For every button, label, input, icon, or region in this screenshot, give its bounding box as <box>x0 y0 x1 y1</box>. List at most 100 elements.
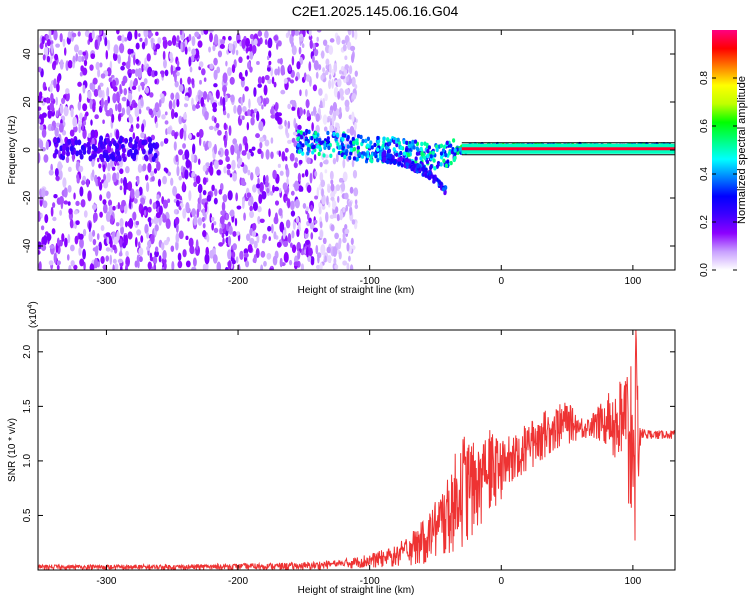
heatmap-cell <box>153 143 158 150</box>
heatmap-cell <box>279 221 285 233</box>
heatmap-cell <box>50 92 54 102</box>
heatmap-cell <box>397 157 401 162</box>
heatmap-cell <box>316 187 319 198</box>
heatmap-cell <box>97 36 101 47</box>
heatmap-cell <box>355 141 359 146</box>
heatmap-cell <box>127 181 133 192</box>
heatmap-cell <box>217 129 222 136</box>
heatmap-cell <box>194 31 200 38</box>
colorbar-ticks: 0.0 0.2 0.4 0.6 0.8 <box>699 71 737 277</box>
heatmap-cell <box>332 131 336 137</box>
heatmap-cell <box>253 87 257 97</box>
heatmap-cell <box>121 96 127 102</box>
heatmap-cell <box>96 147 101 154</box>
heatmap-cell <box>313 49 319 57</box>
snr-frame <box>37 329 676 571</box>
heatmap-cell <box>291 230 295 239</box>
heatmap-cell <box>287 232 292 244</box>
heatmap-cell <box>336 133 340 138</box>
heatmap-cell <box>67 233 71 244</box>
heatmap-cell <box>327 255 332 263</box>
heatmap-cell <box>133 198 138 204</box>
heatmap-cell <box>117 258 123 264</box>
heatmap-cell <box>220 210 224 216</box>
heatmap-cell <box>426 153 430 159</box>
heatmap-cell <box>337 195 340 203</box>
heatmap-cell <box>128 142 133 149</box>
heatmap-cell <box>49 83 53 93</box>
heatmap-cell <box>188 56 192 67</box>
heatmap-cell <box>174 216 180 225</box>
heatmap-cell <box>219 182 224 192</box>
heatmap-cell <box>109 132 113 138</box>
heatmap-cell <box>228 225 233 235</box>
heatmap-cell <box>120 65 125 71</box>
snr-panel: -300 -200 -100 0 100 0.5 1.0 1.5 2.0 Height of … <box>7 301 676 596</box>
heatmap-cell <box>229 209 235 217</box>
heatmap-cell <box>191 135 196 140</box>
heatmap-cell <box>209 32 213 43</box>
heatmap-cell <box>109 215 114 225</box>
heatmap-cell <box>310 232 314 240</box>
heatmap-cell <box>387 148 392 154</box>
heatmap-cell <box>236 231 240 236</box>
heatmap-cell <box>330 183 335 192</box>
heatmap-cell <box>241 198 245 209</box>
heatmap-cell <box>213 34 219 46</box>
heatmap-cell <box>322 97 326 109</box>
heatmap-cell <box>296 61 301 70</box>
heatmap-cell <box>346 135 350 140</box>
heatmap-cell <box>341 146 345 151</box>
heatmap-cell <box>69 219 74 229</box>
heatmap-cell <box>413 139 418 144</box>
heatmap-cell <box>155 121 159 129</box>
heatmap-cell <box>344 142 349 151</box>
heatmap-cell <box>46 233 52 242</box>
heatmap-cell <box>102 152 107 159</box>
heatmap-cell <box>158 99 162 108</box>
heatmap-cell <box>272 169 277 180</box>
heatmap-cell <box>352 140 356 145</box>
heatmap-cell <box>45 96 50 104</box>
heatmap-cell <box>309 39 313 50</box>
heatmap-cell <box>340 142 344 147</box>
colorbar-tick-label: 0.8 <box>699 71 710 85</box>
heatmap-cell <box>82 67 88 76</box>
heatmap-cell <box>54 127 59 137</box>
heatmap-cell <box>106 87 110 98</box>
heatmap-cell <box>446 159 450 164</box>
heatmap-cell <box>319 262 323 270</box>
heatmap-cell <box>351 92 357 100</box>
snr-y-ticks: 0.5 1.0 1.5 2.0 <box>22 344 675 522</box>
heatmap-cell <box>158 215 162 226</box>
heatmap-cell <box>399 157 403 162</box>
heatmap-cell <box>165 168 169 174</box>
heatmap-cell <box>56 83 60 93</box>
heatmap-cell <box>99 194 103 201</box>
y-tick-label: 0.5 <box>22 508 33 522</box>
heatmap-cell <box>337 150 341 156</box>
heatmap-cell <box>304 169 309 178</box>
heatmap-cell <box>89 64 94 71</box>
heatmap-cell <box>154 250 159 258</box>
heatmap-cell <box>241 181 247 186</box>
heatmap-cell <box>342 207 346 213</box>
heatmap-cell <box>319 221 323 229</box>
heatmap-cell <box>272 184 275 193</box>
heatmap-cell <box>191 35 196 47</box>
heatmap-cell <box>89 263 95 270</box>
heatmap-cell <box>224 266 229 270</box>
heatmap-cell <box>38 241 42 250</box>
heatmap-cell <box>339 106 342 114</box>
heatmap-cell <box>102 119 105 124</box>
heatmap-cell <box>119 135 124 142</box>
heatmap-cell <box>211 184 215 192</box>
heatmap-cell <box>101 143 106 150</box>
heatmap-cell <box>141 148 146 155</box>
heatmap-cell <box>395 152 399 158</box>
heatmap-cell <box>300 186 304 192</box>
heatmap-cell <box>175 199 180 207</box>
heatmap-cell <box>274 186 280 192</box>
heatmap-cell <box>104 36 108 47</box>
heatmap-cell <box>113 236 119 245</box>
